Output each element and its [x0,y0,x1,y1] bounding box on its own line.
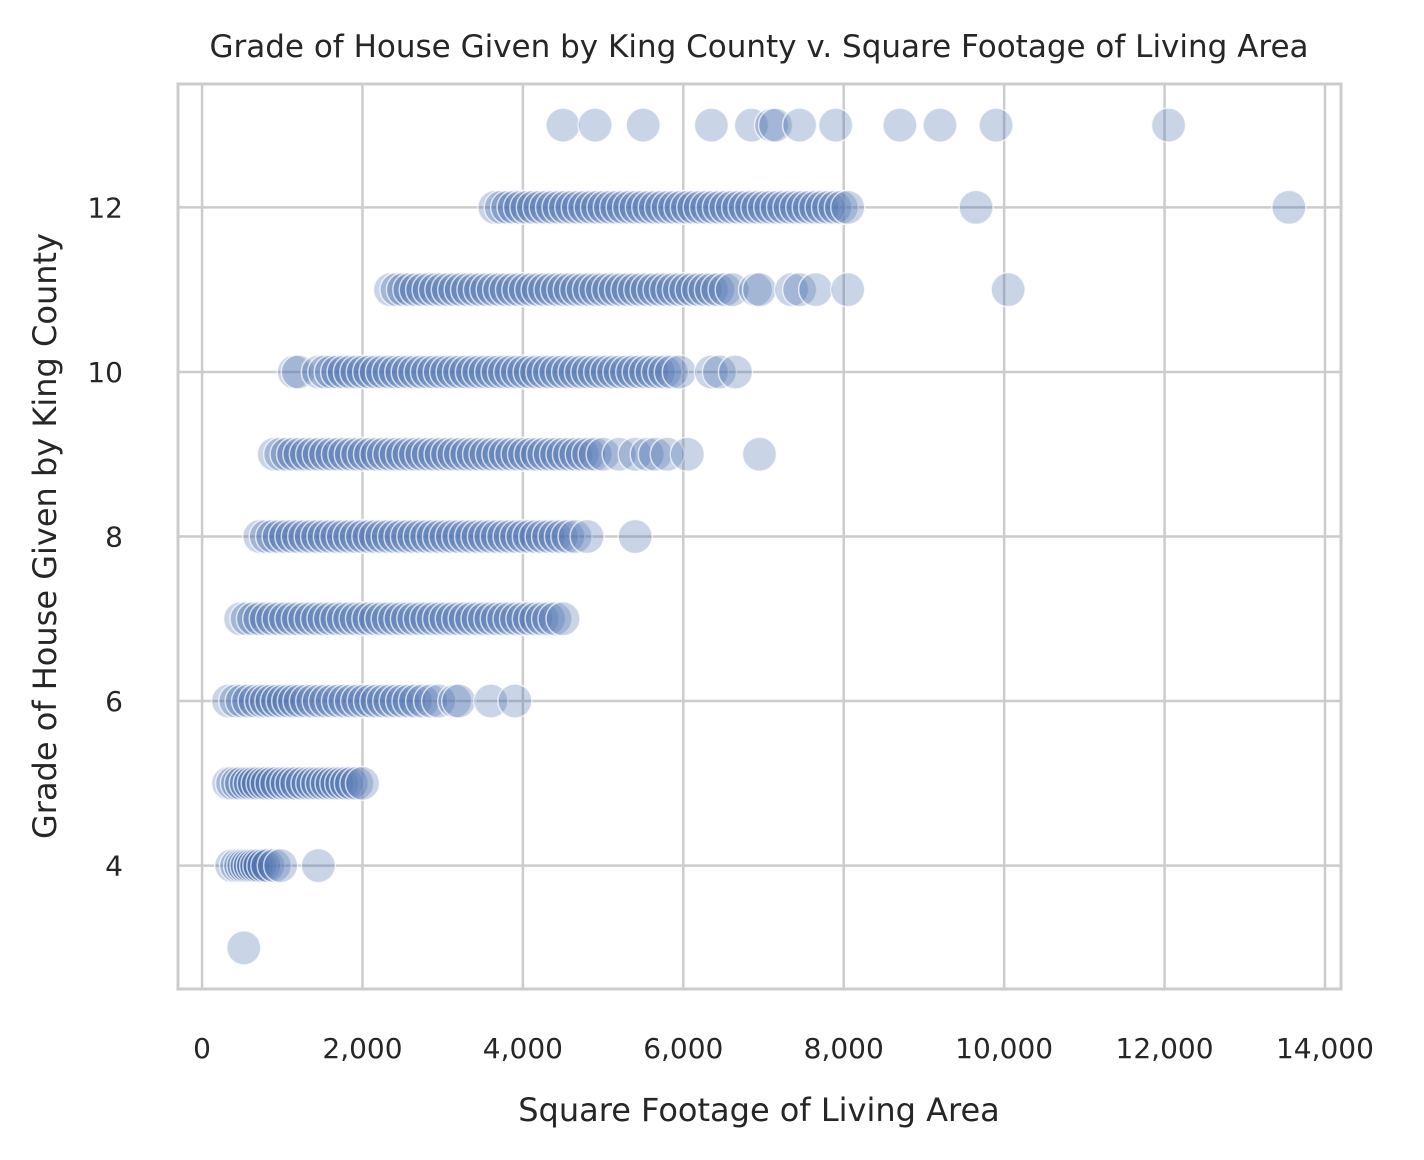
x-tick-label: 14,000 [1276,1032,1374,1065]
x-tick-label: 10,000 [955,1032,1053,1065]
y-tick-label: 12 [87,191,123,224]
data-point [797,271,834,308]
data-point [545,601,581,637]
y-tick-label: 8 [105,521,123,554]
plot-frame [176,82,1343,991]
data-point [545,107,581,143]
x-tick-labels: 0 2,000 4,000 6,000 8,000 10,000 12,000 14,000 [193,1032,1374,1065]
data-point [625,107,661,143]
y-tick-labels: 4 6 8 10 12 [87,191,123,882]
data-point [649,436,686,472]
data-point [497,683,533,719]
data-point [601,436,637,472]
data-point [226,930,262,966]
data-point [344,765,381,802]
data-point [817,107,854,143]
x-tick-label: 2,000 [322,1032,402,1065]
data-point [958,189,994,226]
x-tick-label: 4,000 [483,1032,563,1065]
data-point [693,107,730,143]
data-point [978,107,1014,143]
data-point [557,518,593,555]
x-tick-label: 12,000 [1116,1032,1214,1065]
data-point [990,271,1026,308]
x-axis-label: Square Footage of Living Area [518,1091,1000,1129]
chart-title: Grade of House Given by King County v. S… [209,29,1308,65]
data-point [700,271,736,308]
data-point [617,436,653,472]
data-point [829,271,866,308]
data-point [637,436,673,472]
data-point [882,107,918,143]
data-point [569,518,605,555]
data-point [781,271,818,308]
data-point [550,518,586,555]
data-point [210,683,247,719]
data-point [577,107,613,143]
data-point [922,107,958,143]
data-point [661,354,698,390]
data-point [300,847,337,884]
data-point [781,107,818,143]
data-point [629,436,665,472]
x-tick-label: 0 [193,1032,211,1065]
y-axis-label: Grade of House Given by King County [26,233,64,839]
data-point [701,354,738,390]
data-point [669,436,706,472]
data-point [404,683,441,719]
data-point [440,683,477,719]
data-point [1271,189,1307,226]
data-point [585,436,621,472]
data-point [741,271,778,308]
data-point [717,354,754,390]
data-point [262,847,299,884]
data-point [420,683,457,719]
y-tick-label: 6 [105,685,123,718]
data-point [653,354,690,390]
data-point [280,354,317,390]
x-tick-label: 8,000 [804,1032,884,1065]
y-tick-label: 10 [87,356,123,389]
data-point [617,518,653,555]
data-point [829,189,866,226]
y-tick-label: 4 [105,850,123,883]
data-point [741,436,778,472]
data-point [537,601,573,637]
data-points [210,107,1307,966]
data-point [1150,107,1187,143]
x-tick-label: 6,000 [643,1032,723,1065]
